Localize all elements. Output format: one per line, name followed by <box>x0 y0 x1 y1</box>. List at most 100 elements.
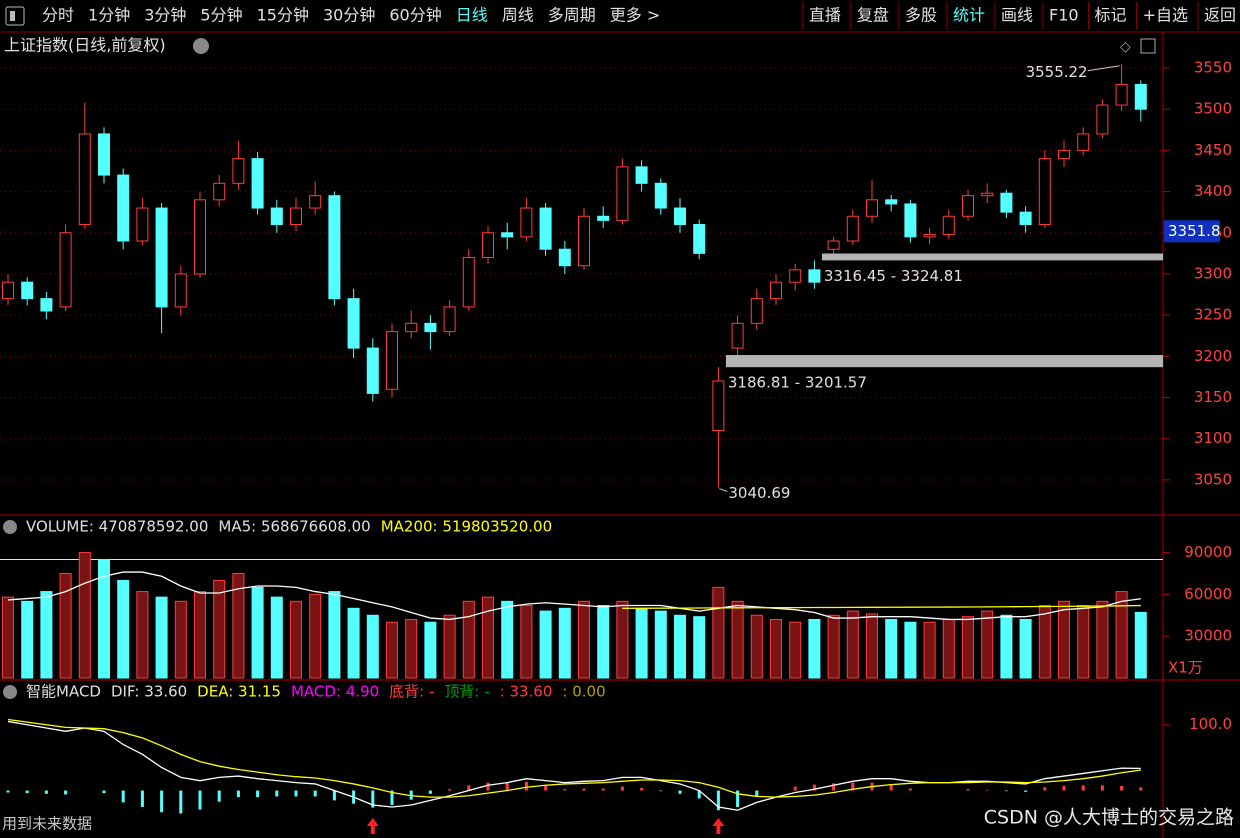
high-label: 3555.22 <box>1026 63 1088 81</box>
toolbar-tab[interactable]: 3分钟 <box>144 6 186 25</box>
volume-bar <box>539 610 552 679</box>
low-arrow <box>719 488 728 493</box>
panel-icon[interactable] <box>1140 38 1156 54</box>
volume-header: MA5: 568676608.00 <box>218 518 370 536</box>
unit-label: X1万 <box>1168 659 1203 677</box>
title-dropdown[interactable] <box>193 38 209 54</box>
toolbar-tab[interactable]: 15分钟 <box>257 6 309 25</box>
candle-body <box>1058 149 1070 160</box>
toolbar-button[interactable]: 标记 <box>1095 6 1127 25</box>
y-tick-label: 3450 <box>1194 141 1232 159</box>
candle-body <box>270 207 283 226</box>
menu-icon[interactable] <box>5 6 25 26</box>
candle-body <box>827 240 840 250</box>
volume-bar <box>770 618 782 679</box>
macd-header: DIF: 33.60 <box>111 683 187 701</box>
toolbar-tab[interactable]: 1分钟 <box>88 6 130 25</box>
candle-body <box>1115 83 1128 106</box>
toolbar-tab[interactable]: 60分钟 <box>389 6 441 25</box>
y-tick-label: 3300 <box>1194 264 1232 282</box>
volume-bar <box>1038 605 1051 679</box>
volume-bar <box>290 600 302 679</box>
candle-body <box>866 199 878 217</box>
volume-bar <box>405 618 418 679</box>
macd-header: 底背: - <box>389 683 434 701</box>
volume-bar <box>78 552 91 679</box>
volume-bar <box>885 618 898 679</box>
volume-bar <box>117 579 130 679</box>
toolbar-button[interactable]: 多股 <box>905 6 937 25</box>
candle-body <box>174 273 187 308</box>
volume-bar <box>962 616 974 679</box>
volume-bar <box>1134 611 1147 679</box>
toolbar-button[interactable]: F10 <box>1049 6 1079 25</box>
volume-bar <box>40 591 53 679</box>
toolbar-button[interactable]: 统计 <box>953 6 985 25</box>
volume-bar <box>1077 605 1090 679</box>
volume-bar <box>98 559 110 679</box>
y-tick-label: 60000 <box>1184 585 1232 603</box>
volume-header: MA200: 519803520.00 <box>381 518 552 536</box>
candle-body <box>290 207 302 226</box>
macd-header: : 33.60 <box>500 683 553 701</box>
volume-bar <box>270 596 283 679</box>
macd-dropdown[interactable] <box>3 685 17 699</box>
y-tick-label: 3100 <box>1194 429 1232 447</box>
volume-bar <box>808 618 821 679</box>
candle-body <box>981 192 994 197</box>
candle-body <box>1134 83 1147 110</box>
candle-body <box>59 232 72 308</box>
candle-body <box>98 133 110 176</box>
candle-body <box>117 174 130 242</box>
candle-body <box>942 215 955 235</box>
toolbar-button[interactable]: 复盘 <box>857 6 889 25</box>
y-tick-label: 3050 <box>1194 470 1232 488</box>
volume-bar <box>616 600 629 679</box>
toolbar-tab[interactable]: 日线 <box>456 6 488 25</box>
candle-body <box>808 269 821 283</box>
volume-bar <box>520 605 533 679</box>
candle-body <box>712 380 725 431</box>
candle-body <box>482 232 494 258</box>
volume-bar <box>251 586 264 679</box>
volume-bar <box>578 600 590 679</box>
macd-header: : 0.00 <box>562 683 605 701</box>
toolbar-tab[interactable]: 30分钟 <box>323 6 375 25</box>
candle-body <box>232 158 245 184</box>
volume-bar <box>501 600 514 679</box>
toolbar-tab[interactable]: 5分钟 <box>200 6 242 25</box>
toolbar-button[interactable]: +自选 <box>1143 6 1188 25</box>
volume-bar <box>174 600 187 679</box>
toolbar-tab[interactable]: 分时 <box>42 6 74 25</box>
candle-body <box>155 207 168 308</box>
toolbar-button[interactable]: 画线 <box>1001 6 1033 25</box>
gap-band <box>821 253 1163 261</box>
buy-signal-arrow <box>712 818 725 834</box>
volume-bar <box>750 614 763 679</box>
volume-bar <box>443 614 456 679</box>
volume-bar <box>309 593 322 679</box>
candle-body <box>136 207 149 242</box>
candle-body <box>1038 158 1051 226</box>
menu-icon-part <box>10 11 15 21</box>
y-tick-label: 3500 <box>1194 100 1232 118</box>
candle-body <box>1077 133 1090 151</box>
toolbar-button[interactable]: 直播 <box>809 6 841 25</box>
toolbar-tab[interactable]: 更多 > <box>610 6 661 25</box>
toolbar-tab[interactable]: 周线 <box>502 6 534 25</box>
volume-dropdown[interactable] <box>3 520 17 534</box>
candle-body <box>1019 211 1032 226</box>
volume-bar <box>482 596 494 679</box>
diamond-icon[interactable]: ◇ <box>1120 39 1131 55</box>
y-tick-label: 3250 <box>1194 306 1232 324</box>
macd-line <box>7 720 1141 811</box>
candle-body <box>1096 104 1109 135</box>
candle-body <box>309 195 322 209</box>
candle-body <box>539 207 552 250</box>
toolbar-tab[interactable]: 多周期 <box>548 6 596 25</box>
candle-body <box>1000 192 1013 213</box>
toolbar-button[interactable]: 返回 <box>1204 6 1236 25</box>
volume-bar <box>1096 600 1109 679</box>
candle-body <box>770 281 782 300</box>
